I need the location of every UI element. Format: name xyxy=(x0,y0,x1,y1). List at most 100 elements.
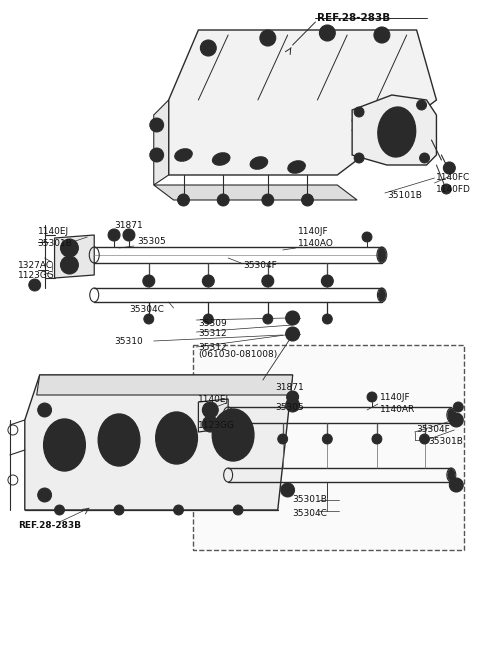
Circle shape xyxy=(60,239,78,257)
Circle shape xyxy=(449,413,463,427)
Ellipse shape xyxy=(162,419,192,457)
Circle shape xyxy=(442,184,451,194)
Polygon shape xyxy=(168,30,436,175)
Circle shape xyxy=(286,398,300,412)
Ellipse shape xyxy=(448,409,455,421)
Circle shape xyxy=(204,314,213,324)
Circle shape xyxy=(264,34,272,42)
Text: 35304C: 35304C xyxy=(129,306,164,314)
Ellipse shape xyxy=(216,155,227,163)
Ellipse shape xyxy=(224,423,242,447)
Text: 1140FC: 1140FC xyxy=(436,173,471,182)
Ellipse shape xyxy=(44,419,85,471)
Ellipse shape xyxy=(213,153,230,165)
Circle shape xyxy=(174,505,183,515)
Polygon shape xyxy=(36,375,293,395)
Text: 35301B: 35301B xyxy=(38,239,72,247)
Text: 35301B: 35301B xyxy=(293,495,327,504)
Circle shape xyxy=(444,162,456,174)
Ellipse shape xyxy=(212,409,254,461)
Text: 35101B: 35101B xyxy=(387,190,422,199)
Ellipse shape xyxy=(448,469,455,481)
Ellipse shape xyxy=(175,149,192,161)
Text: 1140EJ: 1140EJ xyxy=(38,228,69,237)
Ellipse shape xyxy=(288,161,305,173)
Circle shape xyxy=(322,275,333,287)
Circle shape xyxy=(38,488,51,502)
Circle shape xyxy=(354,153,364,163)
Ellipse shape xyxy=(110,428,128,452)
Circle shape xyxy=(204,44,212,52)
Text: 31871: 31871 xyxy=(114,220,143,230)
Text: 1327AC: 1327AC xyxy=(18,260,53,270)
Circle shape xyxy=(114,505,124,515)
Circle shape xyxy=(203,275,214,287)
Circle shape xyxy=(323,434,332,444)
Circle shape xyxy=(319,25,335,41)
Text: 35304F: 35304F xyxy=(243,260,277,270)
Circle shape xyxy=(200,40,216,56)
Text: 1140AR: 1140AR xyxy=(380,405,415,413)
Text: 1140AO: 1140AO xyxy=(298,239,334,247)
Circle shape xyxy=(449,478,463,492)
Circle shape xyxy=(446,165,452,171)
Ellipse shape xyxy=(168,426,185,450)
Ellipse shape xyxy=(98,414,140,466)
Text: 1123GG: 1123GG xyxy=(198,420,235,430)
Circle shape xyxy=(278,434,288,444)
Circle shape xyxy=(144,314,154,324)
Circle shape xyxy=(154,152,160,158)
Circle shape xyxy=(29,279,41,291)
Ellipse shape xyxy=(56,433,73,457)
Circle shape xyxy=(287,391,299,403)
Circle shape xyxy=(354,107,364,117)
Circle shape xyxy=(123,229,135,241)
Circle shape xyxy=(206,420,214,428)
Circle shape xyxy=(286,311,300,325)
Text: 1140EJ: 1140EJ xyxy=(198,396,229,405)
Circle shape xyxy=(453,402,463,412)
Ellipse shape xyxy=(378,289,385,301)
Text: 1140FD: 1140FD xyxy=(436,186,471,194)
Circle shape xyxy=(324,29,331,37)
Circle shape xyxy=(281,483,295,497)
Ellipse shape xyxy=(384,115,410,150)
Text: 35309: 35309 xyxy=(198,319,227,327)
Circle shape xyxy=(217,194,229,206)
Ellipse shape xyxy=(250,157,268,169)
Polygon shape xyxy=(154,185,357,200)
Circle shape xyxy=(323,314,332,324)
Ellipse shape xyxy=(378,107,416,157)
Text: 35304F: 35304F xyxy=(417,426,450,434)
Circle shape xyxy=(367,392,377,402)
Circle shape xyxy=(203,402,218,418)
Circle shape xyxy=(65,244,73,252)
Text: 35310: 35310 xyxy=(114,337,143,346)
Circle shape xyxy=(378,31,386,39)
Circle shape xyxy=(362,232,372,242)
Text: 35312: 35312 xyxy=(198,344,227,352)
Circle shape xyxy=(178,194,190,206)
Circle shape xyxy=(203,416,218,432)
Text: REF.28-283B: REF.28-283B xyxy=(18,520,81,529)
Text: 35305: 35305 xyxy=(137,237,166,247)
Circle shape xyxy=(108,229,120,241)
Text: 35304C: 35304C xyxy=(293,508,327,518)
Circle shape xyxy=(143,275,155,287)
Circle shape xyxy=(260,30,276,46)
Circle shape xyxy=(206,406,214,414)
Ellipse shape xyxy=(218,416,248,454)
Circle shape xyxy=(263,314,273,324)
Ellipse shape xyxy=(104,421,134,459)
Circle shape xyxy=(150,118,164,132)
Circle shape xyxy=(301,194,313,206)
Polygon shape xyxy=(25,375,293,510)
Text: 1140JF: 1140JF xyxy=(298,228,328,237)
Circle shape xyxy=(60,256,78,274)
Text: 35301B: 35301B xyxy=(429,436,463,445)
Circle shape xyxy=(420,153,430,163)
Text: 1123GG: 1123GG xyxy=(18,272,55,281)
Circle shape xyxy=(420,434,430,444)
Circle shape xyxy=(154,122,160,128)
Circle shape xyxy=(38,403,51,417)
